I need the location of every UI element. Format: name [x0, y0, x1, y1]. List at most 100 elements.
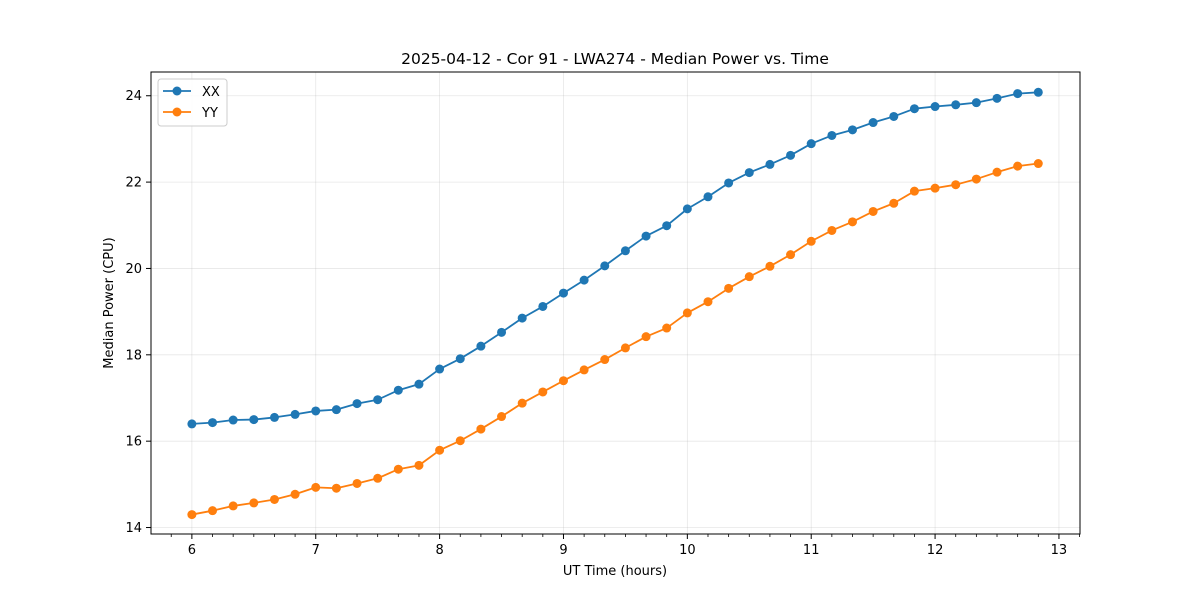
legend-marker-xx [172, 86, 182, 96]
data-point-xx [847, 125, 857, 135]
data-point-yy [208, 506, 218, 516]
data-point-yy [579, 365, 589, 375]
data-point-yy [971, 174, 981, 184]
data-point-xx [476, 341, 486, 351]
data-point-xx [208, 418, 218, 428]
data-point-yy [806, 236, 816, 246]
x-tick-label: 11 [803, 543, 820, 558]
data-point-yy [352, 478, 362, 488]
data-point-xx [765, 159, 775, 169]
data-point-xx [579, 275, 589, 285]
data-point-xx [228, 415, 238, 425]
x-tick-label: 9 [559, 543, 567, 558]
data-point-xx [744, 168, 754, 178]
y-tick-label: 20 [125, 262, 142, 277]
data-point-yy [393, 464, 403, 474]
data-point-xx [806, 139, 816, 149]
y-axis-label: Median Power (CPU) [102, 237, 117, 368]
data-point-yy [909, 186, 919, 196]
x-tick-label: 12 [927, 543, 944, 558]
data-point-yy [249, 498, 259, 508]
data-point-xx [662, 221, 672, 231]
y-tick-label: 22 [125, 176, 142, 191]
data-point-xx [538, 301, 548, 311]
data-point-yy [724, 283, 734, 293]
data-point-yy [930, 183, 940, 193]
data-point-xx [868, 118, 878, 128]
data-point-yy [311, 482, 321, 492]
legend-label-yy: YY [201, 106, 218, 121]
grid [151, 72, 1080, 534]
data-point-xx [620, 246, 630, 256]
x-tick-label: 7 [312, 543, 320, 558]
y-tick-label: 18 [125, 348, 142, 363]
data-point-xx [414, 379, 424, 389]
data-point-xx [600, 261, 610, 271]
data-point-xx [269, 412, 279, 422]
x-tick-label: 13 [1051, 543, 1068, 558]
data-point-xx [187, 419, 197, 429]
data-point-xx [909, 104, 919, 114]
y-tick-label: 16 [125, 435, 142, 450]
data-point-yy [600, 355, 610, 365]
data-point-yy [703, 297, 713, 307]
data-point-xx [558, 288, 568, 298]
data-point-yy [662, 323, 672, 333]
data-point-yy [992, 167, 1002, 177]
data-point-yy [455, 436, 465, 446]
x-tick-label: 6 [188, 543, 196, 558]
data-point-yy [951, 180, 961, 190]
y-tick-label: 24 [125, 89, 142, 104]
data-point-xx [331, 405, 341, 415]
legend-entry-xx: XX [163, 85, 220, 100]
data-point-xx [1033, 87, 1043, 97]
data-point-yy [827, 225, 837, 235]
series-line-xx [191, 91, 1039, 425]
data-point-xx [517, 313, 527, 323]
data-point-xx [682, 204, 692, 214]
data-point-yy [331, 483, 341, 493]
data-point-yy [682, 308, 692, 318]
data-point-xx [889, 111, 899, 121]
plot-frame [150, 71, 1081, 535]
series-layer [187, 87, 1043, 520]
data-point-xx [786, 150, 796, 160]
data-point-xx [435, 364, 445, 374]
data-point-yy [847, 217, 857, 227]
data-point-xx [393, 385, 403, 395]
data-point-yy [228, 501, 238, 511]
data-point-yy [765, 261, 775, 271]
x-axis-label: UT Time (hours) [563, 564, 667, 579]
data-point-yy [373, 473, 383, 483]
data-point-xx [373, 395, 383, 405]
data-point-xx [352, 399, 362, 409]
data-point-xx [249, 415, 259, 425]
data-point-yy [786, 250, 796, 260]
data-point-yy [517, 398, 527, 408]
data-point-xx [311, 406, 321, 416]
data-point-yy [1013, 161, 1023, 171]
data-point-yy [620, 343, 630, 353]
data-point-yy [868, 206, 878, 216]
legend-marker-yy [172, 107, 182, 117]
series-line-yy [191, 162, 1039, 516]
data-point-xx [497, 327, 507, 337]
data-point-yy [889, 198, 899, 208]
data-point-xx [724, 178, 734, 188]
legend: XX YY [157, 78, 228, 127]
data-point-xx [951, 100, 961, 110]
data-point-xx [992, 93, 1002, 103]
data-point-yy [497, 412, 507, 422]
data-point-yy [290, 489, 300, 499]
data-point-xx [641, 231, 651, 241]
data-point-xx [930, 102, 940, 112]
data-point-yy [476, 424, 486, 434]
data-point-xx [827, 130, 837, 140]
legend-entry-yy: YY [163, 106, 218, 121]
data-point-yy [1033, 159, 1043, 169]
data-point-yy [414, 460, 424, 470]
data-point-yy [558, 376, 568, 386]
chart-title: 2025-04-12 - Cor 91 - LWA274 - Median Po… [401, 50, 829, 68]
data-point-yy [435, 445, 445, 455]
